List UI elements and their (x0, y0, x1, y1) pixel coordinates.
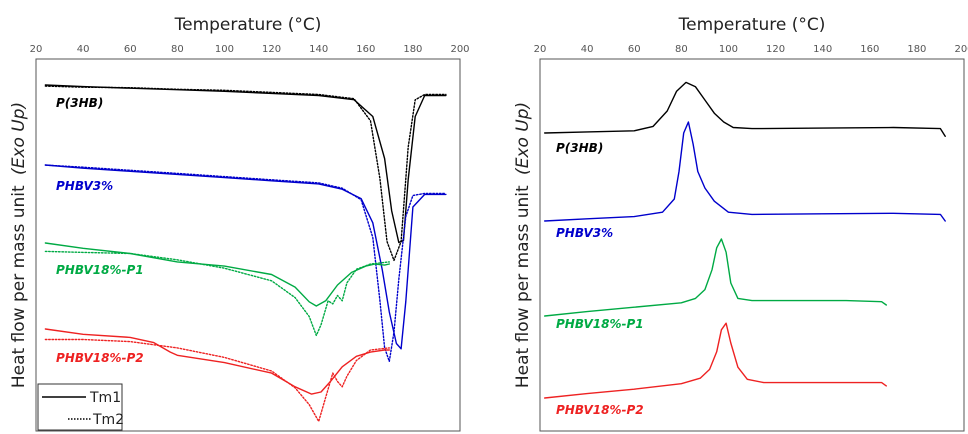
left-label-phbv18-p1: PHBV18%-P1 (56, 263, 144, 277)
right-series-phbv18-p2-solid-line (544, 322, 887, 399)
legend-box (37, 383, 123, 431)
left-x-tick-180: 180 (403, 44, 422, 55)
right-x-tick-60: 60 (628, 44, 641, 55)
right-series-p-3hb-solid-line (544, 81, 946, 137)
right-panel: Temperature (°C) 20 40 60 80 100 120 140 160 180… (513, 15, 968, 432)
right-y-axis-title-suffix: (Exo Up) (513, 102, 533, 175)
right-label-phbv18-p2: PHBV18%-P2 (556, 403, 644, 417)
left-x-tick-140: 140 (309, 44, 328, 55)
legend-label-tm2: Tm2 (92, 412, 124, 428)
left-series-group (44, 84, 447, 423)
left-x-tick-40: 40 (77, 44, 90, 55)
right-x-tick-labels: 20 40 60 80 100 120 140 160 180 200 (534, 44, 968, 55)
right-x-tick-100: 100 (719, 44, 738, 55)
left-x-tick-labels: 20 40 60 80 100 120 140 160 180 200 (30, 44, 470, 55)
right-x-tick-160: 160 (860, 44, 879, 55)
right-x-axis-title: Temperature (°C) (678, 15, 826, 35)
right-series-labels: P(3HB) PHBV3% PHBV18%-P1 PHBV18%-P2 (556, 141, 644, 417)
left-y-axis-title: Heat flow per mass unit (Exo Up) (9, 102, 29, 388)
left-x-tick-80: 80 (171, 44, 184, 55)
left-panel: Temperature (°C) 20 40 60 80 100 120 140 160 180… (9, 15, 470, 432)
left-series-labels: P(3HB) PHBV3% PHBV18%-P1 PHBV18%-P2 (56, 96, 144, 365)
left-x-tick-60: 60 (124, 44, 137, 55)
legend-label-tm1: Tm1 (89, 390, 121, 406)
right-x-tick-20: 20 (534, 44, 547, 55)
left-x-axis-title: Temperature (°C) (174, 15, 322, 35)
left-x-tick-120: 120 (262, 44, 281, 55)
left-x-tick-160: 160 (356, 44, 375, 55)
left-label-p-3hb: P(3HB) (56, 96, 103, 110)
right-x-tick-120: 120 (766, 44, 785, 55)
left-label-phbv18-p2: PHBV18%-P2 (56, 351, 144, 365)
left-x-tick-100: 100 (215, 44, 234, 55)
right-x-tick-140: 140 (813, 44, 832, 55)
left-y-axis-title-suffix: (Exo Up) (9, 102, 29, 175)
right-label-phbv3: PHBV3% (556, 226, 613, 240)
left-series-phbv3-dotted-line (44, 164, 447, 363)
left-y-axis-title-main: Heat flow per mass unit (9, 185, 29, 388)
right-label-phbv18-p1: PHBV18%-P1 (556, 317, 644, 331)
left-x-tick-20: 20 (30, 44, 43, 55)
left-series-phbv18-p1-solid-line (44, 242, 390, 307)
left-series-p-3hb-dotted-line (44, 85, 447, 262)
right-y-axis-title-main: Heat flow per mass unit (513, 185, 533, 388)
legend: Tm1 Tm2 (37, 383, 124, 431)
right-x-tick-40: 40 (581, 44, 594, 55)
left-series-p-3hb-solid-line (44, 84, 447, 244)
right-x-tick-180: 180 (907, 44, 926, 55)
left-series-phbv18-p2-dotted-line (44, 338, 390, 423)
right-label-p-3hb: P(3HB) (556, 141, 603, 155)
left-x-tick-200: 200 (450, 44, 469, 55)
right-series-phbv3-solid-line (544, 121, 946, 222)
right-series-phbv18-p1-solid-line (544, 238, 887, 317)
right-plot-frame (539, 58, 965, 432)
left-series-phbv18-p1-dotted-line (44, 250, 390, 337)
right-x-tick-80: 80 (675, 44, 688, 55)
left-label-phbv3: PHBV3% (56, 179, 113, 193)
right-y-axis-title: Heat flow per mass unit (Exo Up) (513, 102, 533, 388)
right-series-group (544, 81, 946, 399)
left-series-phbv18-p2-solid-line (44, 328, 390, 395)
left-series-phbv3-solid-line (44, 164, 447, 350)
right-x-tick-200: 200 (954, 44, 968, 55)
left-plot-frame (35, 58, 461, 432)
